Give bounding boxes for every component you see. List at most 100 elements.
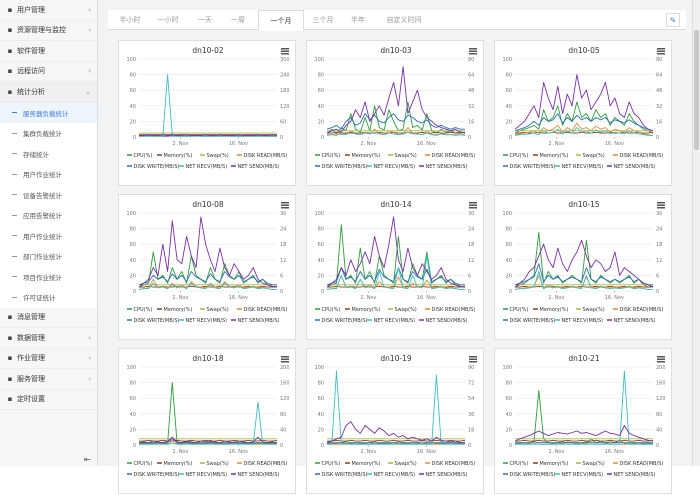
sidebar-item-message[interactable]: ▪ 消息管理: [0, 308, 97, 328]
legend-item-net-send[interactable]: NET SEND(MB/S): [607, 164, 656, 170]
legend-item-memory[interactable]: Memory(%): [533, 461, 569, 467]
legend-item-disk-read[interactable]: DISK READ(MB/S): [613, 153, 663, 159]
legend-item-disk-read[interactable]: DISK READ(MB/S): [237, 153, 287, 159]
sidebar-item-remote[interactable]: ▪ 远程访问 ›: [0, 62, 97, 82]
tab-3[interactable]: 一周: [231, 16, 245, 24]
legend-item-cpu[interactable]: CPU(%): [315, 307, 340, 313]
sidebar-item-data[interactable]: ▪ 数据管理 ›: [0, 328, 97, 349]
sidebar-subitem[interactable]: 许可证统计: [0, 287, 97, 308]
tab-0[interactable]: 半小时: [119, 16, 141, 24]
sidebar-item-chart[interactable]: ▪ 统计分析 ⌄: [0, 82, 97, 103]
legend-item-swap[interactable]: Swap(%): [576, 461, 605, 467]
legend-item-net-send[interactable]: NET SEND(MB/S): [231, 164, 280, 170]
legend-item-disk-read[interactable]: DISK READ(MB/S): [425, 307, 475, 313]
legend-item-net-recv[interactable]: NET RECV(MB/S): [179, 472, 227, 478]
legend-item-net-recv[interactable]: NET RECV(MB/S): [179, 164, 227, 170]
legend-item-disk-write[interactable]: DISK WRITE(MB/S): [127, 318, 180, 324]
legend-item-memory[interactable]: Memory(%): [345, 153, 381, 159]
legend-item-memory[interactable]: Memory(%): [345, 461, 381, 467]
legend-item-net-recv[interactable]: NET RECV(MB/S): [367, 164, 415, 170]
legend-item-net-send[interactable]: NET SEND(MB/S): [419, 472, 468, 478]
legend-item-disk-write[interactable]: DISK WRITE(MB/S): [127, 164, 180, 170]
legend-item-net-send[interactable]: NET SEND(MB/S): [231, 318, 280, 324]
legend-item-swap[interactable]: Swap(%): [200, 153, 229, 159]
legend-item-memory[interactable]: Memory(%): [533, 153, 569, 159]
legend-item-net-send[interactable]: NET SEND(MB/S): [607, 318, 656, 324]
chart-menu-icon[interactable]: [469, 356, 477, 363]
legend-item-memory[interactable]: Memory(%): [157, 461, 193, 467]
tab-5[interactable]: 三个月: [312, 16, 334, 24]
sidebar-subitem[interactable]: 用户作业统计: [0, 164, 97, 185]
tab-6[interactable]: 半年: [351, 16, 365, 24]
legend-item-swap[interactable]: Swap(%): [200, 461, 229, 467]
sidebar-subitem[interactable]: 存储统计: [0, 143, 97, 164]
sidebar-item-job[interactable]: ▪ 作业管理 ›: [0, 349, 97, 369]
legend-item-net-recv[interactable]: NET RECV(MB/S): [367, 318, 415, 324]
chart-menu-icon[interactable]: [657, 202, 665, 209]
chart-menu-icon[interactable]: [281, 202, 289, 209]
legend-item-cpu[interactable]: CPU(%): [503, 307, 528, 313]
page-scrollbar[interactable]: [692, 0, 700, 466]
legend-item-disk-read[interactable]: DISK READ(MB/S): [613, 461, 663, 467]
chart-menu-icon[interactable]: [281, 356, 289, 363]
chart-menu-icon[interactable]: [281, 48, 289, 55]
sidebar-subitem[interactable]: 集群负载统计: [0, 123, 97, 144]
legend-item-disk-read[interactable]: DISK READ(MB/S): [237, 461, 287, 467]
legend-item-memory[interactable]: Memory(%): [157, 307, 193, 313]
legend-item-cpu[interactable]: CPU(%): [127, 461, 152, 467]
legend-item-disk-write[interactable]: DISK WRITE(MB/S): [315, 318, 368, 324]
legend-item-net-send[interactable]: NET SEND(MB/S): [419, 318, 468, 324]
tab-1[interactable]: 一小时: [157, 16, 179, 24]
scrollbar-thumb[interactable]: [694, 30, 699, 150]
legend-item-net-recv[interactable]: NET RECV(MB/S): [367, 472, 415, 478]
sidebar-item-user[interactable]: ▪ 用户管理 ›: [0, 0, 97, 21]
sidebar-subitem[interactable]: 应用告警统计: [0, 205, 97, 226]
chart-menu-icon[interactable]: [657, 356, 665, 363]
legend-item-net-recv[interactable]: NET RECV(MB/S): [555, 318, 603, 324]
legend-item-cpu[interactable]: CPU(%): [503, 153, 528, 159]
legend-item-disk-read[interactable]: DISK READ(MB/S): [237, 307, 287, 313]
legend-item-disk-write[interactable]: DISK WRITE(MB/S): [315, 472, 368, 478]
legend-item-swap[interactable]: Swap(%): [388, 461, 417, 467]
tab-7[interactable]: 自定义时间: [386, 16, 422, 24]
legend-item-net-recv[interactable]: NET RECV(MB/S): [179, 318, 227, 324]
legend-item-net-recv[interactable]: NET RECV(MB/S): [555, 164, 603, 170]
legend-item-cpu[interactable]: CPU(%): [315, 153, 340, 159]
legend-item-swap[interactable]: Swap(%): [200, 307, 229, 313]
legend-item-disk-read[interactable]: DISK READ(MB/S): [425, 153, 475, 159]
tab-4[interactable]: 一个月: [258, 10, 304, 31]
legend-item-net-send[interactable]: NET SEND(MB/S): [419, 164, 468, 170]
legend-item-cpu[interactable]: CPU(%): [127, 153, 152, 159]
legend-item-disk-write[interactable]: DISK WRITE(MB/S): [315, 164, 368, 170]
legend-item-disk-write[interactable]: DISK WRITE(MB/S): [503, 318, 556, 324]
sidebar-subitem[interactable]: 部门作业统计: [0, 246, 97, 267]
legend-item-net-recv[interactable]: NET RECV(MB/S): [555, 472, 603, 478]
legend-item-disk-write[interactable]: DISK WRITE(MB/S): [503, 164, 556, 170]
legend-item-cpu[interactable]: CPU(%): [315, 461, 340, 467]
sidebar-subitem[interactable]: 用户作业统计: [0, 225, 97, 246]
legend-item-net-send[interactable]: NET SEND(MB/S): [607, 472, 656, 478]
chart-menu-icon[interactable]: [469, 202, 477, 209]
sidebar-subitem[interactable]: 项目作业统计: [0, 266, 97, 287]
legend-item-net-send[interactable]: NET SEND(MB/S): [231, 472, 280, 478]
legend-item-swap[interactable]: Swap(%): [576, 153, 605, 159]
legend-item-memory[interactable]: Memory(%): [157, 153, 193, 159]
legend-item-swap[interactable]: Swap(%): [388, 153, 417, 159]
sidebar-item-server[interactable]: ▪ 资源管理与监控 ›: [0, 21, 97, 41]
collapse-sidebar-icon[interactable]: ⇤: [84, 455, 91, 464]
legend-item-disk-read[interactable]: DISK READ(MB/S): [613, 307, 663, 313]
legend-item-swap[interactable]: Swap(%): [576, 307, 605, 313]
sidebar-item-software[interactable]: ▪ 软件管理: [0, 41, 97, 62]
chart-menu-icon[interactable]: [469, 48, 477, 55]
legend-item-disk-read[interactable]: DISK READ(MB/S): [425, 461, 475, 467]
legend-item-cpu[interactable]: CPU(%): [127, 307, 152, 313]
sidebar-item-service[interactable]: ▪ 服务管理 ›: [0, 369, 97, 390]
chart-menu-icon[interactable]: [657, 48, 665, 55]
legend-item-swap[interactable]: Swap(%): [388, 307, 417, 313]
sidebar-subitem[interactable]: 设备告警统计: [0, 184, 97, 205]
legend-item-cpu[interactable]: CPU(%): [503, 461, 528, 467]
legend-item-disk-write[interactable]: DISK WRITE(MB/S): [127, 472, 180, 478]
legend-item-disk-write[interactable]: DISK WRITE(MB/S): [503, 472, 556, 478]
legend-item-memory[interactable]: Memory(%): [345, 307, 381, 313]
legend-item-memory[interactable]: Memory(%): [533, 307, 569, 313]
